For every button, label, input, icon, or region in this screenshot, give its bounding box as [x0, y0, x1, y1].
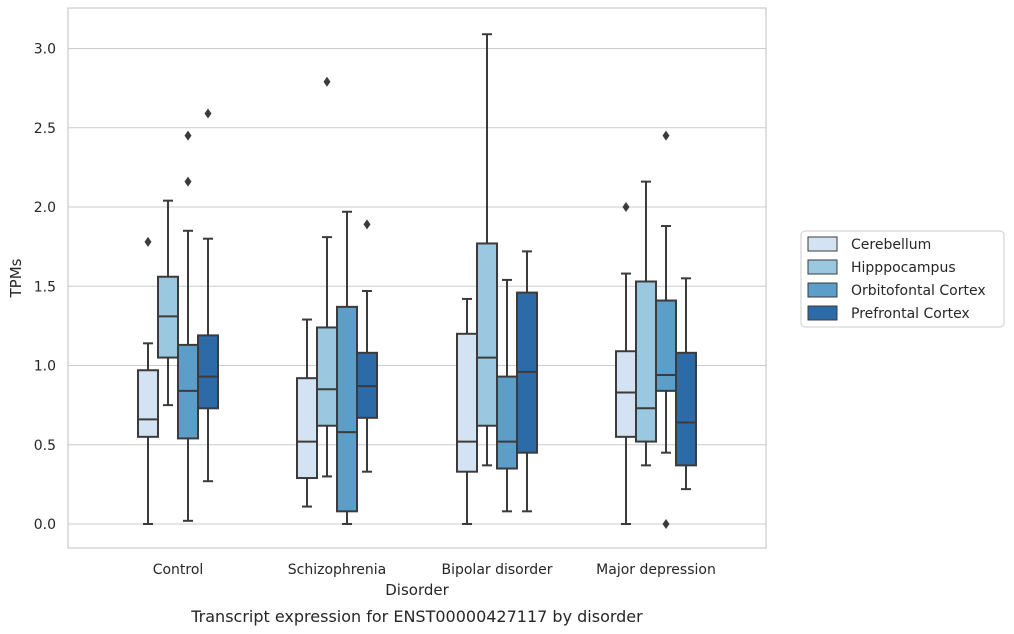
box-iqr	[635, 280, 657, 443]
box-iqr	[456, 332, 478, 473]
box-iqr	[476, 242, 498, 427]
y-tick-labels: 0.0 0.5 1.0 1.5 2.0 2.5 3.0	[34, 42, 56, 534]
box-iqr	[296, 377, 318, 480]
box-3-2	[516, 250, 538, 513]
outlier-point	[144, 236, 152, 247]
box-iqr	[675, 351, 697, 467]
box-iqr	[316, 326, 338, 427]
box-iqr	[197, 334, 219, 410]
box-0-0	[137, 236, 159, 525]
y-axis-label: TPMs	[7, 258, 25, 298]
box-iqr	[137, 369, 159, 438]
y-tick-label: 1.0	[34, 359, 56, 375]
outlier-point	[204, 108, 212, 119]
legend-frame	[800, 230, 1005, 328]
legend-label: Prefrontal Cortex	[851, 306, 970, 322]
box-3-1	[356, 219, 378, 473]
box-2-0	[177, 130, 199, 522]
y-tick-label: 1.5	[34, 279, 56, 295]
box-0-1	[296, 318, 318, 508]
box-iqr	[655, 299, 677, 392]
outlier-point	[662, 519, 670, 529]
x-tick-label: Bipolar disorder	[441, 562, 552, 578]
y-tick-label: 3.0	[34, 42, 56, 58]
box-1-0	[157, 199, 179, 407]
outlier-point	[184, 176, 192, 187]
chart-caption: Transcript expression for ENST0000042711…	[190, 607, 643, 626]
outlier-point	[323, 76, 331, 87]
box-groups	[137, 33, 697, 529]
legend-swatch	[807, 236, 838, 252]
legend-swatch	[807, 282, 838, 298]
y-tick-label: 2.0	[34, 200, 56, 216]
legend-label: Cerebellum	[851, 237, 931, 253]
x-axis-label: Disorder	[385, 581, 449, 599]
box-3-3	[675, 277, 697, 491]
box-2-3	[655, 130, 677, 529]
x-tick-label: Major depression	[596, 562, 716, 578]
plot-frame	[67, 7, 767, 549]
legend-swatch	[807, 259, 838, 275]
legend-label: Orbitofontal Cortex	[851, 283, 986, 299]
outlier-point	[662, 130, 670, 141]
outlier-point	[622, 202, 630, 212]
box-0-2	[456, 297, 478, 525]
box-3-0	[197, 108, 219, 483]
y-tick-label: 0.0	[34, 517, 56, 533]
outlier-point	[184, 130, 192, 141]
x-tick-label: Schizophrenia	[288, 562, 386, 578]
box-iqr	[336, 305, 358, 513]
outlier-point	[363, 219, 371, 230]
y-tick-label: 0.5	[34, 438, 56, 454]
box-1-2	[476, 33, 498, 467]
y-tick-label: 2.5	[34, 121, 56, 137]
legend: Cerebellum Hipppocampus Orbitofontal Corte…	[800, 230, 1005, 328]
legend-label: Hipppocampus	[851, 260, 956, 276]
x-tick-label: Control	[153, 562, 204, 578]
x-tick-labels: Control Schizophrenia Bipolar disorder Majo…	[153, 562, 716, 578]
box-iqr	[496, 375, 518, 470]
box-iqr	[615, 350, 637, 438]
legend-swatch	[807, 305, 838, 321]
